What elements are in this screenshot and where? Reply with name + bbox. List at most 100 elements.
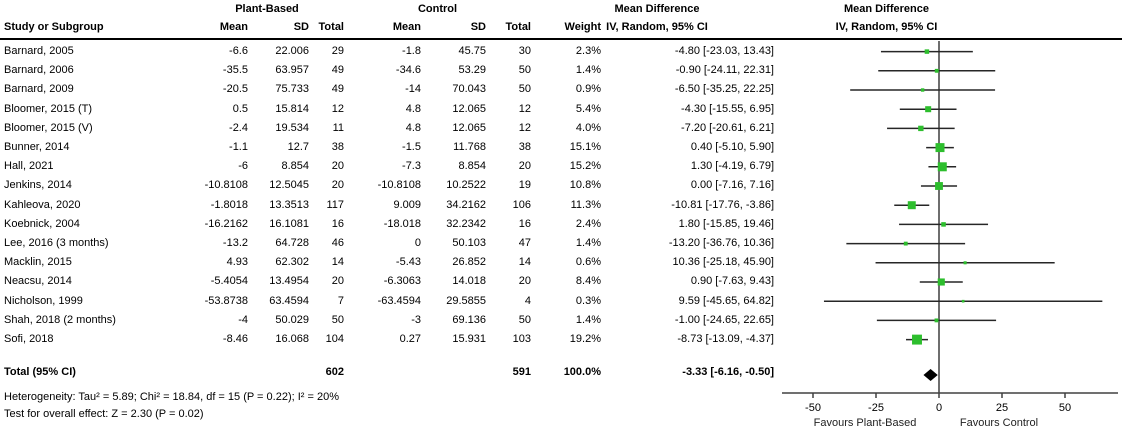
table-row: Lee, 2016 (3 months) -13.2 64.728 46 0 50.103… — [0, 234, 780, 253]
effect-marker — [934, 68, 939, 73]
pb-mean-cell: -1.8018 — [210, 198, 248, 211]
ctrl-sd-cell: 26.852 — [452, 256, 486, 269]
ctrl-total-cell: 14 — [518, 256, 531, 269]
pb-mean-cell: -13.2 — [222, 237, 248, 249]
ctrl-mean-cell: -1.8 — [402, 45, 421, 57]
ctrl-total-cell: 50 — [518, 83, 531, 96]
ctrl-sd-cell: 8.854 — [458, 160, 486, 173]
favours-left-label: Favours Plant-Based — [814, 417, 917, 429]
table-row: Bunner, 2014 -1.1 12.7 38 -1.5 11.768 38 15.1% 0… — [0, 138, 780, 157]
favours-right-label: Favours Control — [960, 417, 1038, 429]
weight-cell: 4.0% — [575, 121, 601, 134]
col-header-iv-random-ci: IV, Random, 95% CI — [606, 21, 708, 33]
pb-sd-cell: 16.1081 — [269, 217, 309, 230]
ci-cell: -10.81 [-17.76, -3.86] — [671, 198, 774, 211]
weight-cell: 15.1% — [569, 141, 601, 153]
pb-total-cell: 49 — [331, 64, 344, 77]
table-row: Koebnick, 2004 -16.2162 16.1081 16 -18.018 32… — [0, 215, 780, 234]
study-cell: Hall, 2021 — [4, 160, 54, 173]
ctrl-total-cell: 20 — [518, 275, 531, 288]
plot-header-iv-random-ci: IV, Random, 95% CI — [835, 21, 938, 33]
pb-sd-cell: 12.7 — [287, 141, 309, 153]
pb-total-cell: 20 — [331, 179, 344, 192]
heterogeneity-note: Heterogeneity: Tau² = 5.89; Chi² = 18.84… — [4, 391, 339, 403]
effect-marker — [961, 299, 965, 303]
pb-mean-cell: 4.93 — [226, 256, 248, 269]
ctrl-mean-cell: 0.27 — [399, 333, 421, 345]
pb-mean-cell: -35.5 — [222, 64, 248, 77]
study-cell: Macklin, 2015 — [4, 256, 72, 269]
plot-header-mean-difference: Mean Difference — [844, 3, 929, 15]
ci-cell: 9.59 [-45.65, 64.82] — [678, 294, 774, 307]
study-cell: Sofi, 2018 — [4, 333, 54, 345]
table-row: Jenkins, 2014 -10.8108 12.5045 20 -10.8108 10… — [0, 176, 780, 195]
ci-cell: -7.20 [-20.61, 6.21] — [681, 121, 774, 134]
pb-total-cell: 49 — [331, 83, 344, 96]
ctrl-sd-cell: 14.018 — [452, 275, 486, 288]
ctrl-sd-cell: 70.043 — [452, 83, 486, 96]
effect-marker — [907, 201, 916, 210]
pb-mean-cell: -1.1 — [229, 141, 248, 153]
weight-cell: 1.4% — [575, 64, 601, 77]
effect-marker — [941, 222, 946, 227]
col-header-sd-pb: SD — [293, 21, 309, 33]
pb-sd-cell: 22.006 — [275, 45, 309, 57]
ci-cell: 0.90 [-7.63, 9.43] — [690, 275, 774, 288]
effect-marker — [918, 125, 924, 132]
header-divider-line — [0, 38, 1122, 40]
pb-total-cell: 7 — [337, 294, 344, 307]
col-header-mean-pb: Mean — [219, 21, 248, 33]
weight-cell: 5.4% — [575, 102, 601, 115]
ctrl-sd-cell: 15.931 — [452, 333, 486, 345]
ci-cell: -1.00 [-24.65, 22.65] — [674, 313, 774, 326]
study-cell: Koebnick, 2004 — [4, 217, 80, 230]
table-row: Bloomer, 2015 (V) -2.4 19.534 11 4.8 12.065 12… — [0, 119, 780, 138]
pb-sd-cell: 63.957 — [275, 64, 309, 77]
ctrl-sd-cell: 53.29 — [458, 64, 486, 77]
ctrl-sd-cell: 11.768 — [453, 141, 486, 153]
axis-tick-label: 50 — [1059, 402, 1071, 414]
pb-mean-cell: -10.8108 — [204, 179, 248, 192]
ctrl-sd-cell: 45.75 — [458, 45, 486, 57]
ci-cell: -8.73 [-13.09, -4.37] — [677, 333, 774, 345]
col-header-weight: Weight — [564, 21, 601, 33]
ctrl-total-cell: 20 — [518, 160, 531, 173]
col-header-study: Study or Subgroup — [4, 21, 104, 33]
pb-sd-cell: 50.029 — [275, 313, 309, 326]
group-header-plant-based: Plant-Based — [235, 3, 299, 15]
pb-sd-cell: 8.854 — [281, 160, 309, 173]
pb-sd-cell: 13.3513 — [269, 198, 309, 211]
overall-effect-note: Test for overall effect: Z = 2.30 (P = 0… — [4, 408, 204, 420]
table-row: Hall, 2021 -6 8.854 20 -7.3 8.854 20 15.2% 1.30 … — [0, 157, 780, 176]
table-row: Barnard, 2006 -35.5 63.957 49 -34.6 53.29 50 1.… — [0, 61, 780, 80]
pb-mean-cell: -4 — [238, 313, 248, 326]
pb-total-cell: 104 — [325, 333, 344, 345]
pb-sd-cell: 62.302 — [275, 256, 309, 269]
table-row: Barnard, 2009 -20.5 75.733 49 -14 70.043 50 0.9… — [0, 80, 780, 99]
ctrl-total-cell: 103 — [512, 333, 531, 345]
study-cell: Lee, 2016 (3 months) — [4, 237, 109, 249]
pb-total-cell: 29 — [331, 45, 344, 57]
study-cell: Nicholson, 1999 — [4, 294, 83, 307]
study-cell: Barnard, 2005 — [4, 45, 74, 57]
ctrl-mean-cell: -18.018 — [383, 217, 421, 230]
pb-total-cell: 50 — [331, 313, 344, 326]
ci-cell: 1.80 [-15.85, 19.46] — [678, 217, 774, 230]
pb-mean-cell: -8.46 — [222, 333, 248, 345]
table-row: Kahleova, 2020 -1.8018 13.3513 117 9.009 34.2… — [0, 196, 780, 215]
ctrl-sd-cell: 10.2522 — [446, 179, 486, 192]
effect-marker — [937, 278, 945, 286]
ctrl-mean-cell: 4.8 — [405, 102, 421, 115]
pb-mean-cell: -16.2162 — [204, 217, 248, 230]
study-cell: Bloomer, 2015 (V) — [4, 121, 93, 134]
ci-cell: 0.00 [-7.16, 7.16] — [690, 179, 774, 192]
col-header-total-pb: Total — [318, 21, 344, 33]
effect-marker — [935, 143, 945, 153]
ctrl-sd-cell: 12.065 — [452, 121, 486, 134]
effect-marker — [937, 162, 947, 172]
pb-mean-cell: 0.5 — [232, 102, 248, 115]
ctrl-sd-cell: 50.103 — [452, 237, 486, 249]
table-row: Barnard, 2005 -6.6 22.006 29 -1.8 45.75 30 2.3%… — [0, 42, 780, 61]
table-row: Nicholson, 1999 -53.8738 63.4594 7 -63.4594 2… — [0, 292, 780, 311]
weight-cell: 2.3% — [575, 45, 601, 57]
